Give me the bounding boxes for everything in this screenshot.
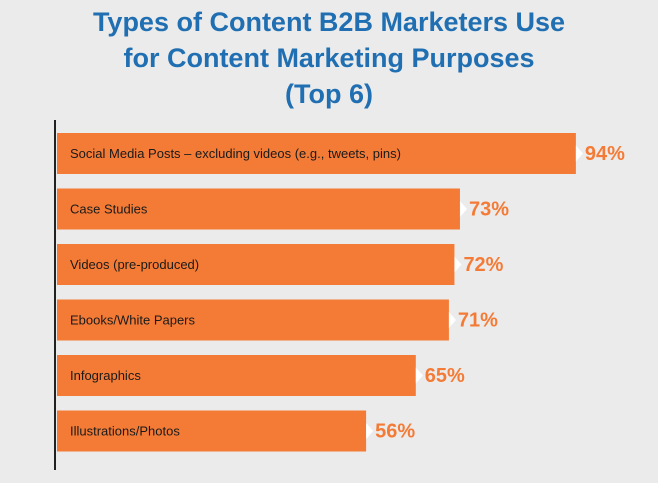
bar <box>57 133 576 174</box>
chart-title: (Top 6) <box>285 79 373 109</box>
value-label: 94% <box>585 143 625 165</box>
value-label: 73% <box>469 198 509 220</box>
bar-notch <box>454 256 462 273</box>
value-label: 71% <box>458 309 498 331</box>
chart-title: Types of Content B2B Marketers Use <box>93 7 565 37</box>
category-label: Infographics <box>70 368 141 383</box>
bar-notch <box>575 145 583 162</box>
bar-notch <box>448 312 456 328</box>
category-label: Illustrations/Photos <box>70 423 180 438</box>
value-label: 72% <box>463 254 503 276</box>
bar <box>57 188 460 230</box>
category-label: Social Media Posts – excluding videos (e… <box>70 146 401 161</box>
bar-notch <box>459 201 467 217</box>
bar-notch <box>415 367 423 384</box>
value-label: 65% <box>425 365 465 387</box>
bar <box>57 244 455 285</box>
category-label: Case Studies <box>70 201 148 216</box>
bar-notch <box>366 423 374 439</box>
value-label: 56% <box>375 420 415 442</box>
bar <box>57 299 449 341</box>
category-label: Ebooks/White Papers <box>70 312 196 327</box>
chart-title: for Content Marketing Purposes <box>123 43 534 73</box>
bar <box>57 410 367 452</box>
category-label: Videos (pre-produced) <box>70 257 199 272</box>
bar <box>57 355 416 396</box>
